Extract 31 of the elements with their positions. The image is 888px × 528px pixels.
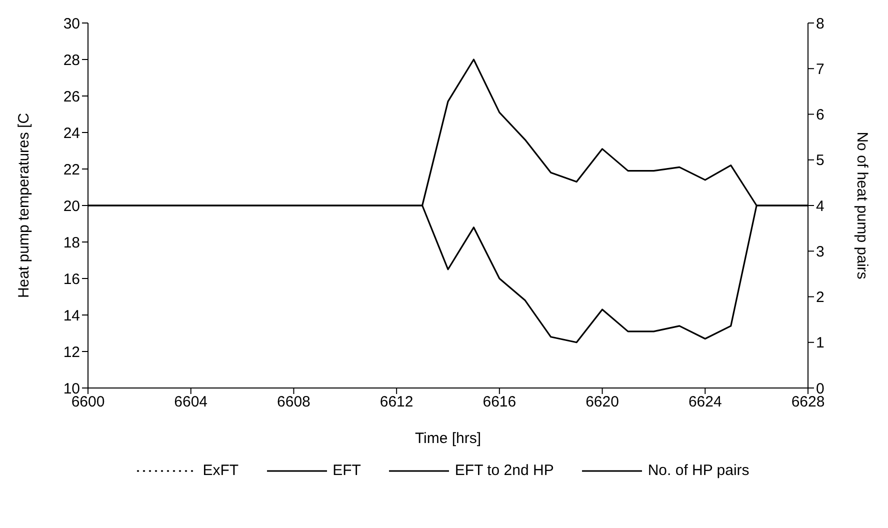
- y2-tick-label: 6: [816, 106, 824, 124]
- x-tick-label: 6624: [688, 394, 722, 411]
- y2-tick-label: 5: [816, 152, 824, 170]
- y2-tick-label: 8: [816, 15, 824, 32]
- x-tick-label: 6604: [174, 394, 208, 411]
- y-tick-label: 26: [63, 88, 80, 106]
- y-tick-label: 24: [63, 124, 80, 142]
- legend-label: No. of HP pairs: [648, 462, 750, 479]
- y-tick-label: 22: [63, 161, 80, 178]
- y-tick-label: 18: [63, 234, 80, 252]
- legend-label: EFT: [332, 462, 361, 479]
- legend-label: EFT to 2nd HP: [454, 462, 554, 479]
- y-tick-label: 16: [63, 270, 80, 288]
- legend-label: ExFT: [202, 462, 239, 479]
- y2-tick-label: 4: [816, 198, 824, 215]
- y2-tick-label: 1: [816, 334, 824, 352]
- y-tick-label: 30: [63, 15, 80, 32]
- y2-tick-label: 2: [816, 289, 824, 306]
- y-tick-label: 12: [63, 344, 80, 361]
- y-tick-label: 20: [63, 198, 80, 215]
- y-tick-label: 14: [63, 307, 80, 324]
- x-tick-label: 6608: [277, 394, 310, 411]
- y-tick-label: 28: [63, 52, 80, 69]
- y2-axis-title: No of heat pump pairs: [854, 132, 871, 280]
- y2-tick-label: 7: [816, 60, 824, 78]
- x-axis-title: Time [hrs]: [414, 430, 482, 447]
- x-tick-label: 6616: [482, 394, 516, 411]
- y-axis-title: Heat pump temperatures [C: [15, 112, 32, 298]
- x-tick-label: 6620: [586, 394, 619, 411]
- y2-tick-label: 3: [816, 243, 824, 260]
- x-tick-label: 6612: [380, 394, 414, 411]
